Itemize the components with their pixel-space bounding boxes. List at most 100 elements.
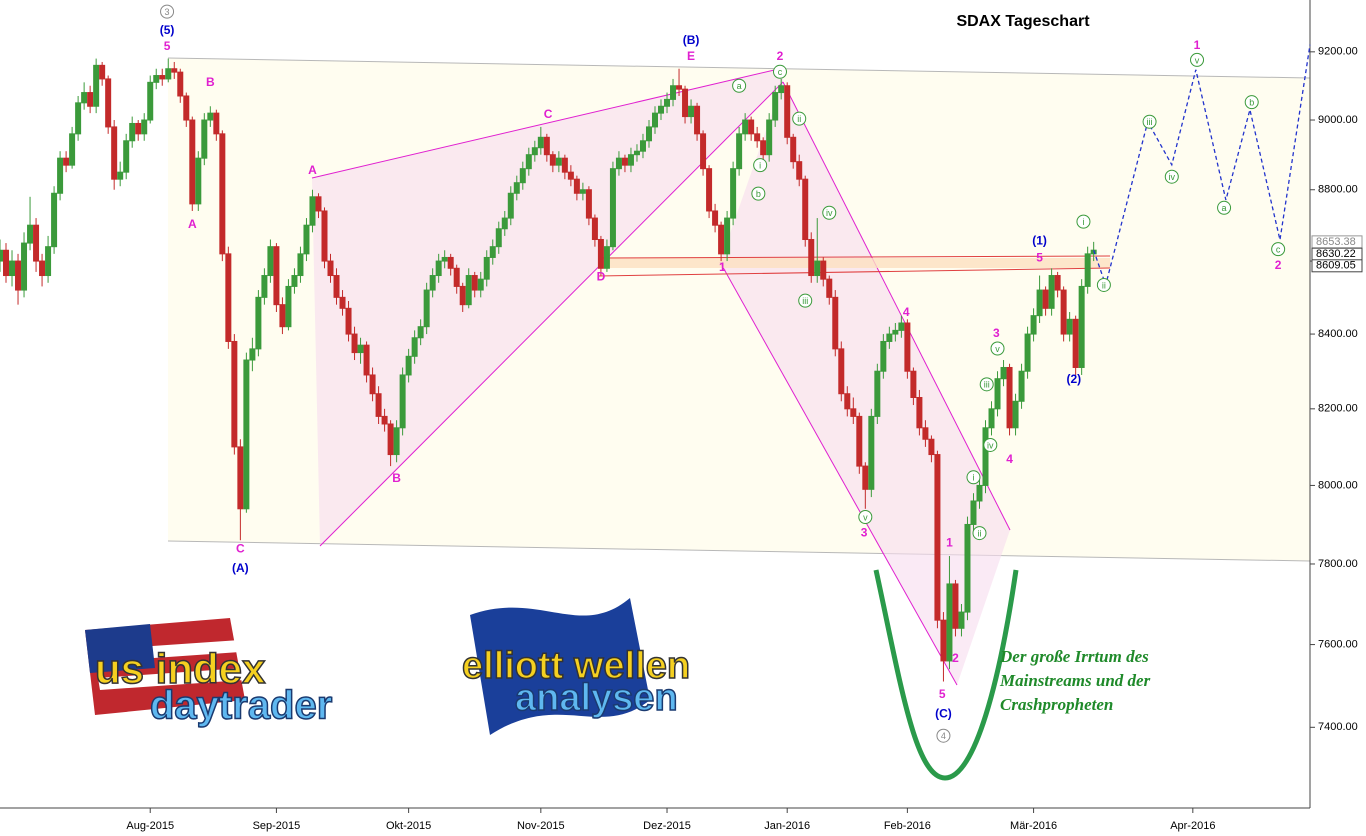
wave-label-circle — [1217, 200, 1232, 215]
candle-body — [327, 260, 334, 277]
candle-body — [9, 260, 16, 277]
candle-body — [111, 126, 118, 180]
candle-body — [1012, 400, 1019, 429]
candle-body — [375, 393, 382, 417]
wave-label: iii — [984, 380, 990, 390]
wave-label: B — [206, 75, 215, 89]
wave-label-circle — [798, 293, 813, 308]
candle-body — [57, 157, 64, 194]
candle-body — [639, 140, 646, 152]
candle-body — [237, 446, 244, 510]
candle-body — [459, 285, 466, 306]
candle-body — [856, 415, 863, 467]
candle-body — [886, 333, 893, 342]
candle-body — [597, 238, 604, 269]
wave-label: 2 — [1275, 258, 1282, 272]
candle-body — [627, 154, 634, 166]
logo-flag — [470, 598, 650, 735]
x-tick-label: Mär-2016 — [1010, 820, 1057, 832]
candle-body — [63, 157, 70, 166]
wave-label-circle — [1142, 114, 1157, 129]
candle-body — [850, 408, 857, 417]
candle-body — [75, 102, 82, 135]
candle-body — [555, 157, 562, 166]
wave-label-circle — [972, 526, 987, 541]
price-label-box — [1311, 259, 1363, 273]
candle-body — [519, 168, 526, 184]
candle-body — [862, 465, 869, 490]
candle-body — [1006, 366, 1013, 429]
candle-body — [159, 75, 166, 80]
note-line: Mainstreams und der — [999, 671, 1151, 690]
wave-label: c — [1276, 245, 1281, 255]
candle-body — [447, 256, 454, 269]
candle-body — [153, 75, 160, 83]
candle-body — [567, 171, 574, 180]
candle-body — [147, 81, 154, 121]
wave-label: 4 — [941, 731, 946, 741]
wave-label-circle — [160, 4, 175, 19]
candle-body — [1030, 315, 1037, 335]
candle-body — [940, 619, 947, 662]
candle-body — [15, 260, 22, 291]
candle-body — [513, 182, 520, 194]
wave-label: 1 — [1194, 38, 1201, 52]
candle-body — [171, 68, 178, 73]
candle-body — [1072, 318, 1079, 368]
candle-body — [970, 500, 977, 525]
logo-us-index: us index daytrader — [85, 618, 333, 728]
candle-body — [904, 322, 911, 372]
candle-body — [297, 253, 304, 277]
candle-body — [507, 192, 514, 219]
candle-body — [531, 147, 538, 156]
wave-label: v — [1195, 55, 1200, 65]
x-tick-label: Okt-2015 — [386, 820, 431, 832]
candle-body — [441, 256, 448, 262]
wave-label: v — [863, 512, 868, 522]
fib-line — [597, 267, 1111, 277]
candle-body — [273, 246, 280, 306]
logo-text: analysen — [515, 677, 678, 719]
logo-stripe — [98, 668, 244, 690]
candle-body — [1060, 289, 1067, 335]
x-tick-label: Nov-2015 — [517, 820, 565, 832]
candle-body — [658, 105, 665, 114]
candle-body — [603, 246, 610, 269]
candle-body — [664, 98, 671, 107]
fib-line — [597, 255, 1111, 259]
wave-label-circle — [1164, 169, 1179, 184]
wave-label: b — [756, 189, 761, 199]
candle-body — [435, 260, 442, 277]
candle-body — [730, 168, 737, 219]
candle-body — [303, 224, 310, 255]
wave-label: iv — [826, 208, 833, 218]
price-label: 8653.38 — [1316, 236, 1356, 248]
candle-body — [922, 427, 929, 440]
candle-body — [165, 68, 172, 80]
candle-body — [700, 133, 707, 170]
candle-body — [369, 374, 376, 395]
candle-body — [844, 393, 851, 410]
candle-body — [0, 249, 3, 262]
channel-line — [167, 540, 1311, 562]
candle-body — [832, 296, 839, 350]
candle-body — [225, 253, 232, 342]
candle-body — [898, 322, 905, 331]
wave-label: (2) — [1067, 372, 1082, 386]
wave-label-circle — [966, 470, 981, 485]
candle-body — [477, 278, 484, 291]
candle-body — [910, 370, 917, 398]
wave-label: i — [759, 161, 761, 171]
down-channel-line — [719, 261, 958, 686]
candle-body — [736, 133, 743, 170]
candle-body — [291, 275, 298, 287]
y-tick-label: 7800.00 — [1318, 558, 1358, 570]
wave-label: i — [972, 473, 974, 483]
candle-body — [826, 278, 833, 298]
wave-label: ii — [797, 114, 801, 124]
forecast-line — [1093, 44, 1311, 288]
y-tick-label: 8400.00 — [1318, 328, 1358, 340]
candle-body — [33, 224, 40, 262]
candle-body — [880, 340, 887, 372]
